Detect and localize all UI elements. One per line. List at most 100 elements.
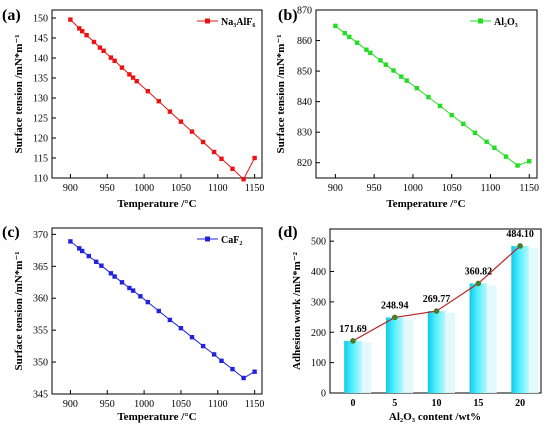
bar bbox=[511, 245, 529, 393]
legend: CaF₂ bbox=[197, 235, 242, 246]
panel-b: 900 950 1000 1050 1100 1150 820 830 840 850 860 870… bbox=[275, 6, 539, 211]
panel-label: (c) bbox=[2, 224, 20, 241]
legend: Al₂O₃ bbox=[470, 17, 518, 28]
series-line bbox=[70, 19, 256, 181]
data-point bbox=[230, 366, 235, 372]
bar bbox=[385, 317, 404, 393]
data-point bbox=[99, 263, 104, 268]
data-point bbox=[378, 58, 383, 63]
data-point bbox=[156, 99, 161, 104]
data-point bbox=[252, 369, 257, 374]
y-tick-label: 850 bbox=[297, 67, 312, 78]
data-point bbox=[503, 154, 509, 159]
y-tick-label: 130 bbox=[33, 94, 48, 105]
panel-a: 900 950 1000 1050 1100 1150 110 115 120 125 130 135… bbox=[2, 7, 264, 210]
data-point bbox=[241, 177, 246, 182]
data-point bbox=[404, 78, 409, 83]
y-tick-label: 100 bbox=[311, 358, 326, 369]
data-point bbox=[94, 259, 99, 264]
y-tick-label: 115 bbox=[33, 154, 48, 165]
data-point bbox=[167, 317, 173, 323]
data-point bbox=[200, 139, 206, 145]
x-axis-label: Temperature /°C bbox=[117, 411, 196, 423]
data-point bbox=[383, 62, 388, 67]
data-point bbox=[414, 86, 419, 91]
data-label: 171.69 bbox=[339, 324, 367, 335]
data-point bbox=[80, 248, 85, 254]
data-point bbox=[492, 145, 497, 150]
x-axis-label: Temperature /°C bbox=[117, 198, 196, 210]
legend-label: Al₂O₃ bbox=[494, 17, 518, 28]
data-point bbox=[127, 72, 132, 77]
x-tick-label: 20 bbox=[515, 398, 525, 409]
x-tick-label: 1150 bbox=[245, 399, 265, 410]
axis-ticks: 900 950 1000 1050 1100 1150 110 115 120 125 130 135… bbox=[33, 14, 264, 195]
bars bbox=[344, 245, 539, 393]
data-point bbox=[515, 163, 520, 168]
data-point bbox=[391, 68, 396, 73]
data-point bbox=[138, 294, 143, 299]
data-point bbox=[80, 29, 85, 34]
data-point bbox=[77, 246, 82, 251]
data-point bbox=[91, 39, 97, 45]
data-point bbox=[484, 139, 489, 144]
data-point bbox=[112, 58, 117, 63]
x-tick-label: 15 bbox=[473, 398, 483, 409]
legend-marker bbox=[205, 18, 210, 24]
value-marker bbox=[475, 280, 482, 287]
data-point bbox=[68, 239, 73, 244]
legend: Na₃AlF₆ bbox=[197, 17, 255, 28]
data-point bbox=[127, 285, 132, 291]
data-point bbox=[130, 75, 136, 80]
series-line-path bbox=[70, 19, 256, 181]
data-label: 360.82 bbox=[465, 266, 493, 277]
x-tick-label: 1050 bbox=[171, 399, 191, 410]
y-tick-label: 820 bbox=[297, 158, 312, 169]
data-point bbox=[84, 33, 89, 38]
x-tick-label: 1050 bbox=[442, 183, 462, 194]
plot-frame bbox=[51, 227, 263, 395]
x-tick-label: 950 bbox=[100, 183, 115, 194]
series-line-path bbox=[335, 25, 530, 167]
data-point bbox=[230, 166, 235, 171]
y-axis-label: Adhesion work /mN*m⁻² bbox=[291, 251, 303, 370]
data-point bbox=[77, 26, 82, 31]
data-point bbox=[342, 31, 347, 36]
value-marker bbox=[517, 243, 523, 249]
y-tick-label: 370 bbox=[33, 230, 48, 241]
data-point bbox=[252, 155, 257, 161]
x-tick-label: 950 bbox=[100, 399, 115, 410]
y-tick-label: 110 bbox=[33, 174, 48, 185]
data-label: 269.77 bbox=[423, 294, 451, 305]
x-tick-label: 900 bbox=[63, 183, 78, 194]
x-tick-label: 1150 bbox=[519, 183, 539, 194]
data-point bbox=[449, 112, 454, 118]
data-point bbox=[101, 48, 106, 53]
series-markers bbox=[68, 17, 257, 182]
data-point bbox=[527, 159, 532, 164]
y-tick-label: 145 bbox=[33, 34, 48, 45]
data-point bbox=[219, 156, 224, 161]
x-tick-label: 1000 bbox=[134, 399, 154, 410]
data-point bbox=[134, 79, 139, 84]
y-tick-label: 500 bbox=[311, 237, 326, 248]
axis-ticks: 900 950 1000 1050 1100 1150 820 830 840 850 860 870 bbox=[297, 6, 539, 195]
x-axis-label: Al₂O₃ content /wt% bbox=[389, 411, 481, 423]
bar bbox=[469, 283, 488, 393]
data-point bbox=[219, 358, 224, 363]
panel-label: (a) bbox=[2, 7, 21, 24]
x-tick-label: 10 bbox=[432, 398, 442, 409]
y-tick-label: 125 bbox=[33, 114, 48, 125]
legend-label: CaF₂ bbox=[221, 235, 242, 246]
series-markers bbox=[68, 239, 257, 381]
y-tick-label: 360 bbox=[33, 294, 48, 305]
series-markers bbox=[333, 23, 532, 168]
x-tick-label: 1100 bbox=[208, 399, 228, 410]
data-point bbox=[211, 352, 217, 357]
value-marker bbox=[433, 308, 440, 314]
x-tick-label: 900 bbox=[63, 399, 78, 410]
data-point bbox=[364, 47, 369, 52]
axis-ticks: 900 950 1000 1050 1100 1150 345 350 355 360 365 370 bbox=[33, 230, 264, 410]
y-tick-label: 345 bbox=[33, 390, 48, 401]
